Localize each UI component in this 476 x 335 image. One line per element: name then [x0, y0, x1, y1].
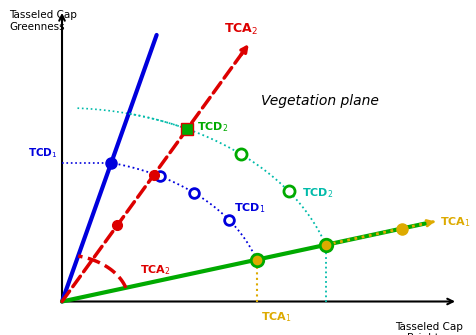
- Text: TCA$_1$: TCA$_1$: [439, 215, 470, 229]
- Text: TCD$_1$: TCD$_1$: [28, 146, 57, 159]
- Text: TCD$_2$: TCD$_2$: [301, 186, 332, 200]
- Text: TCA$_1$: TCA$_1$: [261, 310, 291, 324]
- Text: TCD$_1$: TCD$_1$: [233, 201, 265, 215]
- Text: Vegetation plane: Vegetation plane: [260, 93, 378, 108]
- Text: Tasseled Cap
Brightness: Tasseled Cap Brightness: [394, 322, 462, 335]
- Text: Tasseled Cap
Greenness: Tasseled Cap Greenness: [10, 10, 77, 31]
- Text: TCD$_2$: TCD$_2$: [196, 120, 228, 134]
- Text: TCA$_2$: TCA$_2$: [223, 22, 258, 37]
- Text: TCA$_2$: TCA$_2$: [140, 263, 170, 277]
